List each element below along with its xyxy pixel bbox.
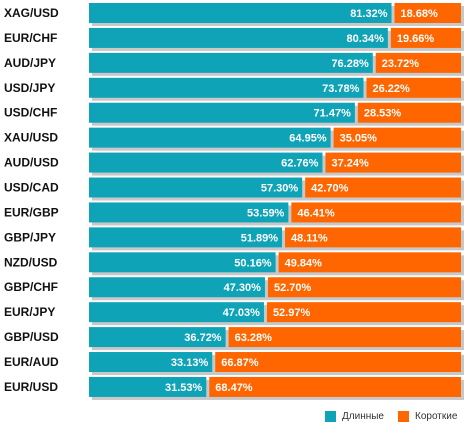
bar-long (89, 352, 213, 373)
bar-short (357, 102, 461, 123)
bar-long (89, 227, 283, 248)
category-label: AUD/JPY (4, 56, 56, 70)
bar-long (89, 3, 392, 23)
value-label-short: 35.05% (340, 133, 378, 145)
legend-label-long: Длинные (342, 411, 384, 422)
bar-short (215, 352, 461, 373)
value-label-short: 66.87% (221, 357, 259, 369)
category-label: USD/JPY (4, 81, 55, 95)
category-label: GBP/JPY (4, 230, 56, 244)
value-label-long: 80.34% (347, 33, 385, 45)
value-label-long: 81.32% (350, 8, 388, 20)
value-label-long: 47.30% (224, 282, 262, 294)
value-label-long: 62.76% (281, 158, 319, 170)
bar-long (89, 202, 289, 223)
value-label-long: 53.59% (247, 207, 285, 219)
bar-long (89, 102, 355, 123)
value-label-long: 31.53% (165, 382, 203, 394)
value-labels: 81.32% 18.68% 80.34% 19.66% 76.28% 23.72% 73.7… (165, 8, 438, 394)
category-labels: XAG/USD EUR/CHF AUD/JPY USD/JPY USD/CHF XAU/U… (4, 6, 59, 394)
category-label: EUR/JPY (4, 305, 55, 319)
value-label-short: 63.28% (235, 332, 273, 344)
bar-long (89, 302, 264, 323)
bar-short (228, 327, 461, 348)
bar-long (89, 152, 323, 173)
value-label-long: 50.16% (234, 257, 272, 269)
category-label: EUR/GBP (4, 205, 59, 219)
bar-long (89, 376, 207, 397)
legend-swatch-short (398, 411, 409, 422)
value-label-short: 48.11% (291, 232, 328, 244)
bar-short (209, 376, 461, 397)
value-label-short: 18.68% (401, 8, 439, 20)
category-label: GBP/USD (4, 330, 59, 344)
category-label: AUD/USD (4, 156, 59, 170)
bar-short (266, 302, 461, 323)
bar-short (394, 3, 461, 23)
bar-long (89, 177, 303, 198)
bar-short (285, 227, 461, 248)
value-label-long: 33.13% (171, 357, 209, 369)
bar-long (89, 27, 388, 48)
bar-short (291, 202, 461, 223)
bar-long (89, 327, 226, 348)
bar-short (278, 252, 461, 273)
category-label: NZD/USD (4, 255, 58, 269)
category-label: XAG/USD (4, 6, 59, 20)
category-label: EUR/AUD (4, 355, 59, 369)
value-label-short: 23.72% (382, 58, 420, 70)
value-label-short: 19.66% (397, 33, 435, 45)
value-label-short: 46.41% (297, 207, 335, 219)
legend: Длинные Короткие (325, 411, 457, 422)
bar-long (89, 77, 364, 98)
category-label: XAU/USD (4, 131, 58, 145)
category-label: EUR/USD (4, 380, 58, 394)
legend-label-short: Короткие (415, 411, 458, 422)
value-label-short: 49.84% (285, 257, 323, 269)
value-label-short: 26.22% (372, 83, 410, 95)
value-label-short: 52.70% (274, 282, 312, 294)
bar-long (89, 277, 265, 298)
value-label-long: 51.89% (241, 232, 279, 244)
bar-short (267, 277, 461, 298)
legend-item-short: Короткие (398, 411, 457, 422)
bar-short (305, 177, 461, 198)
category-label: EUR/CHF (4, 31, 57, 45)
value-label-long: 71.47% (314, 108, 352, 120)
bar-short (366, 77, 461, 98)
bar-short (390, 27, 461, 48)
value-label-long: 64.95% (289, 133, 327, 145)
value-label-long: 73.78% (322, 83, 360, 95)
value-label-long: 57.30% (261, 183, 299, 195)
bar-long (89, 52, 373, 73)
value-label-long: 76.28% (331, 58, 369, 70)
value-label-long: 47.03% (223, 307, 261, 319)
bar-short (375, 52, 461, 73)
value-label-long: 36.72% (184, 332, 222, 344)
value-label-short: 42.70% (311, 183, 349, 195)
bar-short (333, 127, 461, 148)
bars (89, 3, 464, 400)
bar-long (89, 127, 331, 148)
value-label-short: 52.97% (273, 307, 311, 319)
value-label-short: 37.24% (331, 158, 369, 170)
legend-item-long: Длинные (325, 411, 384, 422)
value-label-short: 68.47% (215, 382, 253, 394)
value-label-short: 28.53% (364, 108, 402, 120)
category-label: USD/CHF (4, 106, 57, 120)
category-label: USD/CAD (4, 181, 59, 195)
bar-short (325, 152, 461, 173)
category-label: GBP/CHF (4, 280, 58, 294)
legend-swatch-long (325, 411, 336, 422)
bar-long (89, 252, 276, 273)
